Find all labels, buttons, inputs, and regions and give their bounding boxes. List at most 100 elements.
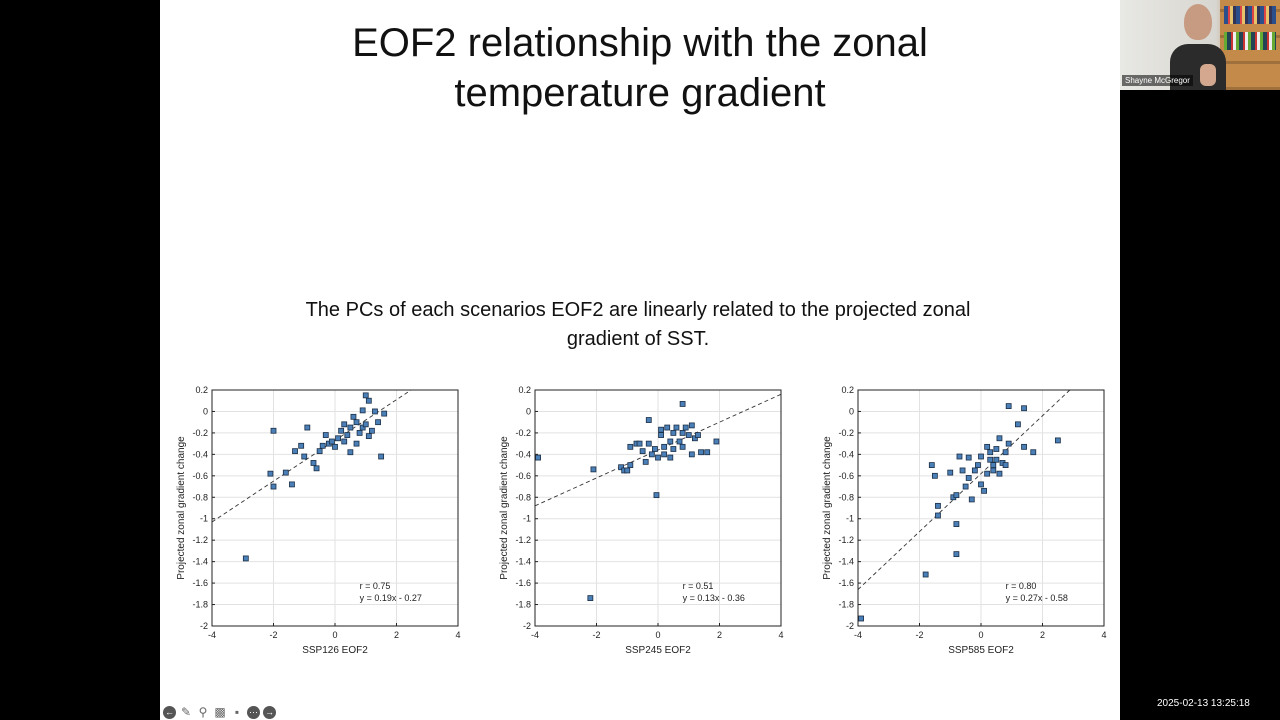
zoom-icon[interactable]: ⚲ [198,705,208,719]
data-point [931,472,938,479]
data-point [359,407,366,414]
data-point [1021,443,1027,450]
data-point [978,481,984,488]
annotation-equation: y = 0.13x - 0.36 [683,593,745,603]
data-point [338,427,345,434]
data-point [981,487,987,494]
data-point [319,442,326,449]
data-point [968,496,975,503]
x-tick-label: 0 [978,630,983,640]
data-point [642,458,649,465]
x-tick-label: 2 [394,630,399,640]
data-point [645,417,652,423]
y-tick-label: 0 [526,406,531,416]
data-point [935,512,941,519]
data-point [1014,421,1021,428]
data-point [350,413,357,420]
data-point [987,449,994,456]
data-point [978,453,984,460]
y-tick-label: 0 [203,406,208,416]
data-point [713,438,720,445]
data-point [304,424,311,431]
data-point [695,432,701,438]
slide-title-line-1: EOF2 relationship with the zonal [352,21,928,65]
data-point [658,426,664,433]
data-point [645,440,652,447]
scatter-chart-ssp245: -4 -2 0 2 4 0.2 0 -0.2 -0.4 -0.6 -0.8 -1 -1.2 -1.4 -1.… [493,380,793,660]
data-point [679,430,686,436]
data-point [329,438,335,445]
data-point [587,595,594,602]
x-axis-label: SSP585 EOF2 [948,645,1014,656]
data-point [1002,462,1009,468]
data-point [267,470,274,477]
data-point [359,424,366,431]
data-point [639,448,646,455]
data-point [1002,449,1009,456]
y-tick-label: -1.4 [515,557,531,567]
y-tick-label: -0.6 [515,471,531,481]
x-tick-label: 0 [332,630,337,640]
data-point [655,454,661,461]
forward-arrow-icon[interactable]: → [263,705,276,719]
slide-toolbar: ← ✎ ⚲ ▩ ▪ ⋯ → [163,704,276,720]
webcam-person [1170,4,1226,90]
x-tick-label: 0 [655,630,660,640]
x-axis-label: SSP245 EOF2 [625,645,691,656]
data-point [353,440,360,447]
y-tick-label: -0.6 [838,471,854,481]
data-point [372,408,378,415]
data-point [984,443,991,450]
annotation-equation: y = 0.27x - 0.58 [1006,593,1068,603]
data-point [375,419,381,426]
y-tick-label: -1 [200,514,208,524]
data-point [947,469,954,476]
y-axis-label: Projected zonal gradient change [176,436,187,580]
data-point [679,401,686,407]
data-point [270,427,277,434]
webcam-thumbnail[interactable]: Shayne McGregor [1120,0,1280,90]
slide-title: EOF2 relationship with the zonal tempera… [160,18,1120,118]
captions-icon[interactable]: ▩ [214,705,226,719]
more-icon[interactable]: ⋯ [247,705,260,719]
video-icon[interactable]: ▪ [234,705,240,719]
data-point [959,467,966,474]
data-point [658,432,664,438]
y-tick-label: -1.6 [838,578,854,588]
data-point [624,467,631,474]
data-point [667,454,674,461]
back-arrow-icon[interactable]: ← [163,705,176,719]
data-point [676,438,683,445]
data-point [289,481,295,488]
data-point [990,467,997,474]
data-point [332,443,338,450]
y-tick-label: -1.8 [515,600,531,610]
data-point [636,440,643,447]
y-axis-label: Projected zonal gradient change [822,436,833,580]
y-axis-label: Projected zonal gradient change [499,436,510,580]
data-point [590,466,597,473]
y-tick-label: -1.2 [515,535,531,545]
x-tick-label: -4 [854,630,862,640]
x-tick-label: 4 [1101,630,1106,640]
data-point [953,492,960,499]
data-point [691,435,698,442]
data-point [673,424,680,431]
data-point [1021,405,1027,412]
y-tick-label: -1.2 [192,535,208,545]
data-point [335,435,341,442]
data-point [381,410,388,417]
regression-line [211,389,412,523]
data-point [362,392,369,399]
data-point [301,453,308,460]
data-point [984,470,991,477]
x-tick-label: -4 [208,630,216,640]
chart-svg-ssp585: -4 -2 0 2 40.20-0.2-0.4-0.6-0.8-1-1.2-1.4-1.… [822,385,1107,656]
y-tick-label: -0.4 [192,449,208,459]
y-tick-label: -0.8 [515,492,531,502]
data-point [975,462,981,468]
y-tick-label: -0.2 [838,428,854,438]
pen-icon[interactable]: ✎ [180,705,192,719]
y-tick-label: 0.2 [518,385,531,395]
data-point [648,451,655,458]
